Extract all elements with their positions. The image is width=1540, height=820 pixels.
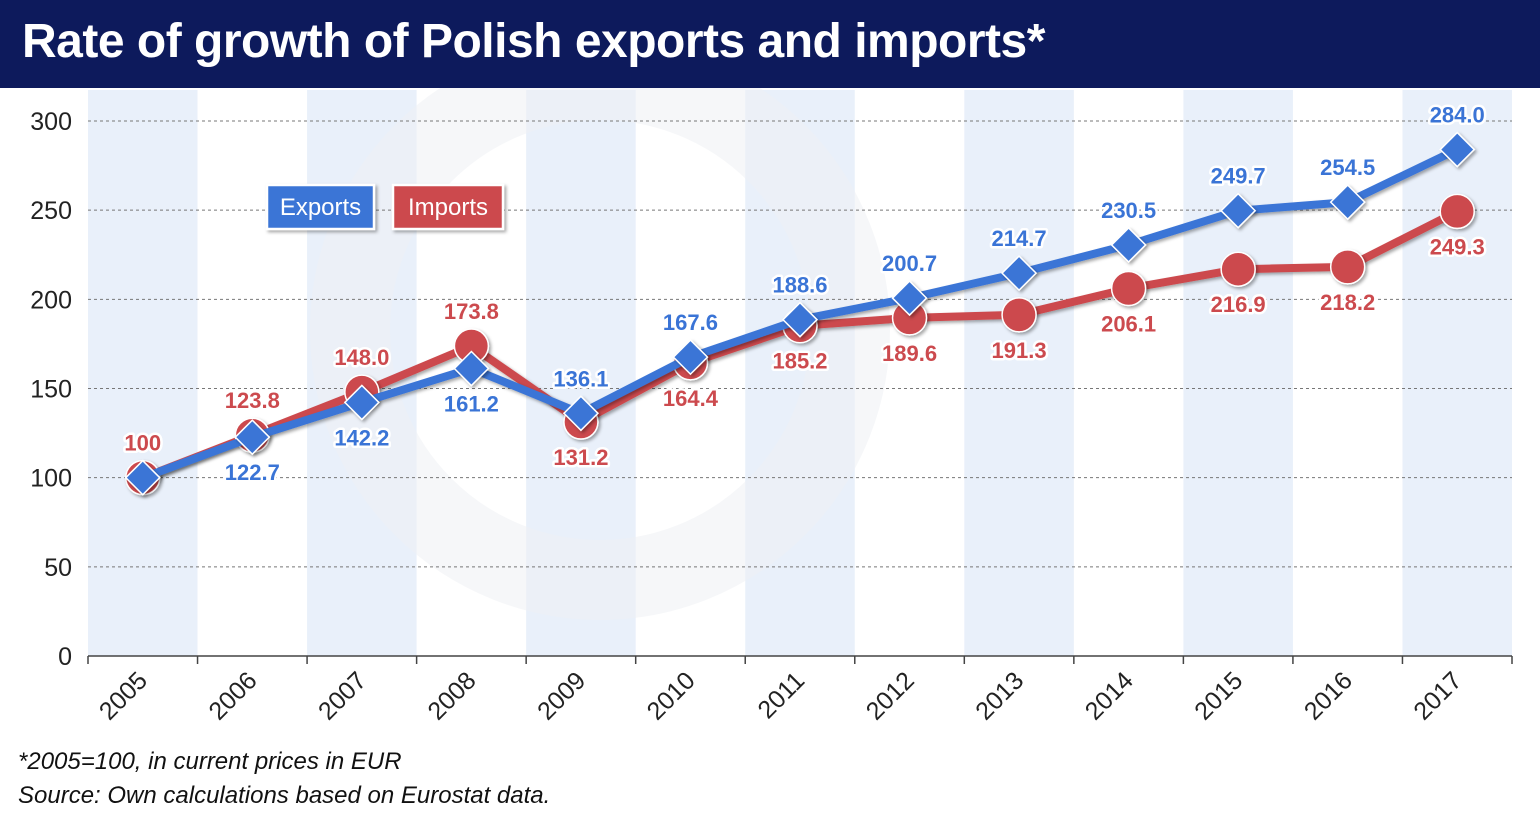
footnote-note: *2005=100, in current prices in EUR [18,748,402,775]
imports-data-label-2012: 189.6 [882,341,937,366]
x-tick-label-2008: 2008 [422,666,481,725]
imports-data-label-2008: 173.8 [444,299,499,324]
x-tick-label-2006: 2006 [203,666,262,725]
imports-point-2015 [1220,251,1256,287]
imports-data-label-2006: 123.8 [225,388,280,413]
y-tick-label-200: 200 [30,286,72,314]
exports-point-2007 [343,384,380,421]
exports-point-2011 [781,301,819,338]
column-band-2015 [1183,90,1293,656]
exports-point-2013 [1001,255,1038,292]
imports-data-label-2005: 100 [124,431,161,456]
x-tick-label-2007: 2007 [313,666,372,725]
imports-data-label-2013: 191.3 [992,338,1047,363]
x-tick-label-2005: 2005 [94,666,153,725]
exports-data-label-2007: 142.2 [334,425,389,450]
footnote-source: Source: Own calculations based on Eurost… [18,782,551,809]
exports-data-label-2010: 167.6 [663,310,718,335]
y-tick-label-300: 300 [30,108,72,136]
y-tick-label-250: 250 [30,197,72,225]
legend-imports-label: Imports [408,194,488,221]
exports-point-2010 [672,339,709,376]
x-tick-label-2014: 2014 [1080,666,1139,725]
imports-data-label-2010: 164.4 [663,386,719,411]
exports-point-2015 [1220,192,1257,229]
y-tick-label-0: 0 [58,643,72,671]
imports-point-2016 [1329,249,1366,285]
x-tick-label-2012: 2012 [861,666,920,725]
imports-data-label-2016: 218.2 [1320,290,1375,315]
x-tick-label-2016: 2016 [1299,666,1358,725]
title-bar: Rate of growth of Polish exports and imp… [0,0,1540,88]
x-tick-label-2009: 2009 [532,666,591,725]
exports-data-label-2006: 122.7 [225,460,280,485]
exports-point-2006 [234,419,271,456]
imports-point-2013 [1001,297,1037,333]
exports-point-2017 [1439,131,1476,168]
x-tick-label-2015: 2015 [1189,666,1248,725]
exports-data-label-2009: 136.1 [553,366,608,391]
x-tick-label-2011: 2011 [752,666,810,724]
legend-exports-label: Exports [280,194,361,221]
legend-imports-swatch [391,183,505,231]
x-tick-label-2017: 2017 [1408,666,1467,725]
exports-point-2009 [562,395,599,432]
imports-data-label-2009: 131.2 [553,445,608,470]
imports-data-label-2015: 216.9 [1211,292,1266,317]
watermark [310,88,890,620]
imports-data-label-2011: 185.2 [772,349,827,374]
exports-data-label-2011: 188.6 [772,273,827,298]
imports-data-label-2007: 148.0 [334,345,389,370]
exports-data-label-2014: 230.5 [1101,198,1156,223]
exports-data-label-2005: 100 [124,431,161,456]
imports-point-2014 [1110,270,1147,307]
exports-point-2012 [891,280,928,317]
exports-point-2005 [124,459,161,496]
exports-data-label-2012: 200.7 [882,251,937,276]
x-tick-label-2013: 2013 [970,666,1029,725]
line-chart: 0 50 100 150 200 250 300 2005 2006 2007 2008 2009 20… [30,88,1513,726]
imports-point-2017 [1439,193,1475,230]
legend-exports-swatch [265,183,376,231]
exports-point-2008 [453,350,490,387]
y-tick-label-100: 100 [30,465,72,493]
imports-data-label-2017: 249.3 [1430,234,1485,259]
exports-data-label-2013: 214.7 [992,226,1047,251]
x-tick-label-2010: 2010 [642,666,701,725]
y-tick-label-50: 50 [44,554,72,582]
column-band-2005 [88,90,198,656]
exports-data-label-2008: 161.2 [444,392,499,417]
chart-title: Rate of growth of Polish exports and imp… [22,15,1045,68]
column-band-2013 [964,90,1074,656]
column-band-2017 [1402,90,1512,656]
legend-imports: Imports [391,183,505,231]
imports-data-label-2014: 206.1 [1101,311,1156,336]
legend-exports: Exports [265,183,376,231]
exports-data-label-2017: 284.0 [1430,103,1485,128]
exports-data-label-2016: 254.5 [1320,155,1375,180]
exports-data-label-2015: 249.7 [1211,164,1266,189]
exports-point-2014 [1110,226,1147,264]
y-tick-label-150: 150 [30,376,72,404]
exports-point-2016 [1329,184,1366,221]
